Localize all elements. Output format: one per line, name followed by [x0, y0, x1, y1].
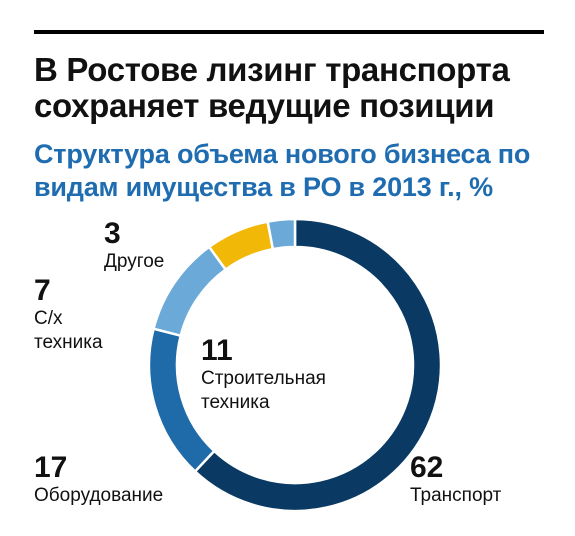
- value-construction: 11: [201, 334, 233, 367]
- category-agri-line1: С/х: [34, 308, 63, 329]
- label-other: 3 Другое: [104, 218, 164, 274]
- slice-construction: [152, 245, 228, 338]
- category-construction-line2: техника: [201, 392, 270, 413]
- value-transport: 62: [410, 451, 444, 484]
- chart-subtitle: Структура объема нового бизнеса по видам…: [34, 139, 531, 202]
- category-transport: Транспорт: [410, 485, 502, 506]
- slice-other: [266, 217, 297, 251]
- label-construction: 11 Строительная техника: [201, 335, 326, 415]
- category-equipment: Оборудование: [34, 485, 164, 506]
- value-equipment: 17: [34, 451, 68, 484]
- value-other: 3: [104, 217, 121, 250]
- category-agri-line2: техника: [34, 332, 103, 353]
- slice-transport: [193, 217, 443, 513]
- category-construction-line1: Строительная: [201, 368, 326, 389]
- label-equipment: 17 Оборудование: [34, 452, 163, 508]
- page-title: В Ростове лизинг транспорта сохраняет ве…: [34, 51, 510, 124]
- top-rule: [34, 30, 544, 34]
- label-agri: 7 С/х техника: [34, 275, 103, 355]
- value-agri: 7: [34, 274, 51, 307]
- category-other: Другое: [104, 251, 165, 272]
- label-transport: 62 Транспорт: [410, 452, 501, 508]
